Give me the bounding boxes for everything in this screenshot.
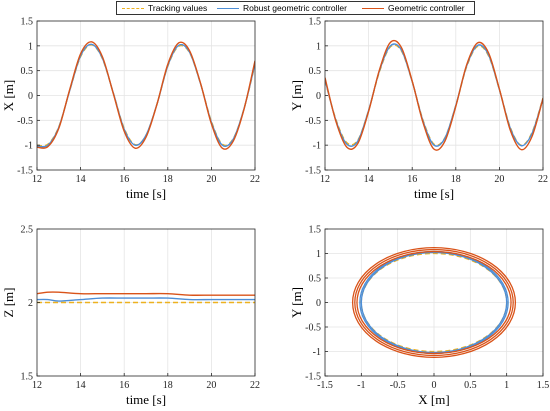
x-tick-label: 12 <box>32 380 42 391</box>
y-tick-label: 1.5 <box>309 225 322 236</box>
x-tick-label: -0.5 <box>390 380 406 391</box>
y-axis-label: Z [m] <box>1 288 16 318</box>
y-tick-label: 1.5 <box>21 17 34 28</box>
x-axis-label: time [s] <box>126 392 166 407</box>
x-tick-label: 0 <box>432 380 437 391</box>
y-tick-label: 1 <box>316 249 321 260</box>
chart-y-vs-x: -1.5 -1 -0.5 0 0.5 1 1.5 -1.5 -1 -0.5 0 0.5 1 1.5 X [m… <box>289 225 549 408</box>
series-robust-geometric-controllerline <box>360 251 508 354</box>
x-tick-label: 20 <box>206 380 216 391</box>
y-axis-label: Y [m] <box>289 287 304 318</box>
y-tick-label: -1 <box>25 141 33 152</box>
x-tick-label: 16 <box>407 174 417 185</box>
x-tick-label: 20 <box>494 174 504 185</box>
series-group <box>37 41 255 150</box>
x-tick-label: 16 <box>119 174 129 185</box>
y-tick-label: 0 <box>316 91 321 102</box>
x-tick-label: 18 <box>451 174 461 185</box>
series-group <box>325 39 543 151</box>
x-tick-label: 16 <box>119 380 129 391</box>
x-tick-label: 14 <box>76 380 86 391</box>
x-tick-label: 14 <box>364 174 374 185</box>
y-tick-label: -1 <box>313 347 321 358</box>
y-axis-label: Y [m] <box>289 80 304 111</box>
y-axis-label: X [m] <box>1 80 16 111</box>
x-tick-label: 22 <box>538 174 548 185</box>
x-tick-label: 18 <box>163 380 173 391</box>
y-tick-label: 2 <box>28 298 33 309</box>
x-tick-label: 1.5 <box>537 380 550 391</box>
chart-y-vs-time: 12 14 16 18 20 22 -1.5 -1 -0.5 0 0.5 1 1.5 time [s] Y … <box>289 17 548 202</box>
series-robust-geometric-controllerline <box>37 297 255 302</box>
x-tick-label: 22 <box>250 380 260 391</box>
x-axis-label: time [s] <box>414 186 454 201</box>
x-tick-label: -1 <box>357 380 365 391</box>
legend: Tracking values Robust geometric control… <box>116 1 475 15</box>
legend-label-geometric: Geometric controller <box>388 3 465 13</box>
y-tick-label: -0.5 <box>305 323 321 334</box>
y-tick-label: -1.5 <box>17 166 33 177</box>
x-tick-label: 20 <box>206 174 216 185</box>
y-tick-label: -1.5 <box>305 372 321 383</box>
series-group <box>351 246 517 359</box>
y-tick-label: 1.5 <box>21 372 34 383</box>
series-geometric-controllerline <box>325 39 543 151</box>
series-geometric-controllerline <box>37 41 255 150</box>
x-axis-label: time [s] <box>126 186 166 201</box>
legend-label-tracking: Tracking values <box>148 3 208 13</box>
legend-swatch-geometric <box>362 8 384 9</box>
chart-x-vs-time: 12 14 16 18 20 22 -1.5 -1 -0.5 0 0.5 1 1.5 time [s] X … <box>1 17 260 202</box>
series-geometric-controllerline <box>37 291 255 296</box>
legend-label-robust: Robust geometric controller <box>243 3 347 13</box>
x-tick-label: 12 <box>32 174 42 185</box>
series-group <box>37 291 255 304</box>
y-tick-label: 0 <box>316 298 321 309</box>
y-tick-label: 1 <box>28 41 33 52</box>
x-tick-label: 0.5 <box>464 380 477 391</box>
x-tick-label: 22 <box>250 174 260 185</box>
x-axis-label: X [m] <box>418 392 449 407</box>
x-tick-label: 14 <box>76 174 86 185</box>
x-tick-label: -1.5 <box>317 380 333 391</box>
y-tick-label: -1.5 <box>305 166 321 177</box>
y-tick-label: 0.5 <box>21 66 34 77</box>
series-geometric-controllerline <box>356 250 512 355</box>
series-geometric-controllerline <box>354 248 514 357</box>
y-tick-label: 2.5 <box>21 225 34 236</box>
y-tick-label: 1 <box>316 41 321 52</box>
y-tick-label: 0.5 <box>309 66 322 77</box>
chart-z-vs-time: 12 14 16 18 20 22 1.5 2 2.5 time [s] Z [m] <box>1 225 260 408</box>
x-tick-label: 12 <box>320 174 330 185</box>
y-tick-label: -0.5 <box>305 116 321 127</box>
y-tick-label: 1.5 <box>309 17 322 28</box>
legend-swatch-robust <box>217 8 239 9</box>
y-tick-label: -1 <box>313 141 321 152</box>
y-tick-label: -0.5 <box>17 116 33 127</box>
y-tick-label: 0 <box>28 91 33 102</box>
series-geometric-controllerline <box>351 246 517 359</box>
x-tick-label: 1 <box>504 380 509 391</box>
x-tick-label: 18 <box>163 174 173 185</box>
legend-swatch-tracking <box>122 8 144 9</box>
y-tick-label: 0.5 <box>309 274 322 285</box>
